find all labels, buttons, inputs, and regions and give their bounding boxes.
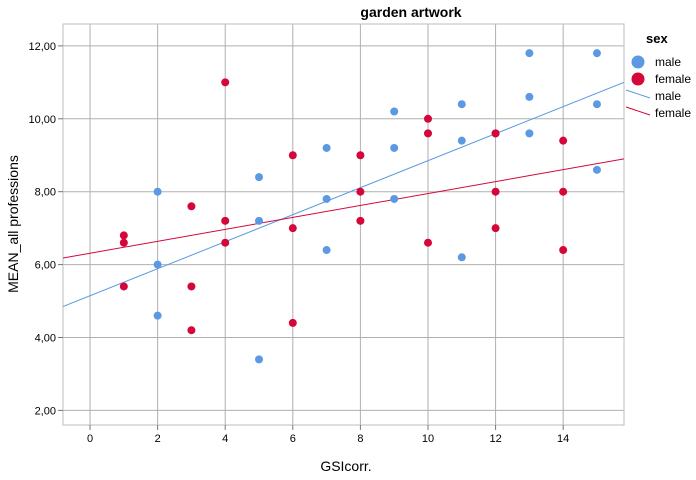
point-female	[187, 282, 196, 291]
point-male	[592, 165, 601, 174]
point-female	[423, 129, 432, 138]
point-female	[356, 151, 365, 160]
point-male	[390, 107, 399, 116]
y-tick-label: 12,00	[28, 41, 56, 53]
point-male	[153, 260, 162, 269]
point-male	[322, 143, 331, 152]
legend-line-male	[625, 89, 651, 99]
point-male	[457, 100, 466, 109]
point-female	[491, 129, 500, 138]
fit-lines	[63, 81, 624, 307]
point-female	[559, 136, 568, 145]
point-male	[525, 92, 534, 101]
x-tick-label: 2	[155, 433, 161, 445]
point-female	[491, 224, 500, 233]
legend-line-female	[625, 106, 651, 116]
chart-title: garden artwork	[360, 4, 461, 20]
point-male	[390, 194, 399, 203]
data-points	[119, 49, 601, 364]
y-tick-label: 6,00	[35, 260, 56, 272]
y-axis-ticks: 2,00 4,00 6,00 8,00 10,00 12,00	[28, 41, 63, 417]
x-tick-label: 8	[357, 433, 363, 445]
x-tick-label: 14	[557, 433, 569, 445]
point-female	[221, 78, 230, 87]
legend-marker-female	[631, 72, 645, 86]
x-axis-ticks: 0 2 4 6 8 10 12 14	[87, 425, 569, 445]
y-tick-label: 8,00	[35, 187, 56, 199]
point-female	[288, 151, 297, 160]
point-male	[255, 216, 264, 225]
point-male	[525, 49, 534, 58]
y-tick-label: 2,00	[35, 405, 56, 417]
legend-fit-label-male: male	[655, 89, 681, 103]
point-male	[153, 187, 162, 196]
point-male	[390, 143, 399, 152]
plot-frame	[62, 23, 625, 426]
point-female	[119, 231, 128, 240]
x-tick-label: 4	[222, 433, 228, 445]
legend-label-female: female	[655, 72, 691, 86]
point-female	[288, 318, 297, 327]
point-male	[457, 253, 466, 262]
point-male	[457, 136, 466, 145]
point-male	[322, 246, 331, 255]
point-female	[187, 202, 196, 211]
axes	[62, 23, 625, 426]
x-tick-label: 10	[422, 433, 434, 445]
y-tick-label: 10,00	[28, 114, 56, 126]
y-tick-label: 4,00	[35, 333, 56, 345]
point-female	[559, 187, 568, 196]
point-female	[423, 114, 432, 123]
point-male	[592, 49, 601, 58]
point-male	[255, 355, 264, 364]
point-female	[119, 282, 128, 291]
x-axis-label: GSIcorr.	[320, 458, 371, 474]
point-male	[255, 173, 264, 182]
legend-fit-label-female: female	[655, 106, 691, 120]
point-male	[525, 129, 534, 138]
legend-marker-male	[631, 55, 645, 69]
x-tick-label: 12	[489, 433, 501, 445]
point-female	[221, 216, 230, 225]
point-male	[153, 311, 162, 320]
grid-lines	[63, 24, 624, 425]
point-male	[592, 100, 601, 109]
point-female	[119, 238, 128, 247]
point-female	[221, 238, 230, 247]
y-axis-label: MEAN_all professions	[5, 155, 21, 293]
point-female	[356, 216, 365, 225]
point-female	[491, 187, 500, 196]
point-male	[322, 194, 331, 203]
point-female	[423, 238, 432, 247]
legend-title: sex	[646, 31, 668, 46]
point-female	[288, 224, 297, 233]
legend-label-male: male	[655, 55, 681, 69]
point-female	[356, 187, 365, 196]
point-female	[559, 246, 568, 255]
fit-line-male	[63, 81, 624, 307]
x-tick-label: 0	[87, 433, 93, 445]
legend: sex male female male female	[625, 31, 691, 120]
fit-line-female	[63, 158, 624, 259]
point-female	[187, 326, 196, 335]
x-tick-label: 6	[290, 433, 296, 445]
